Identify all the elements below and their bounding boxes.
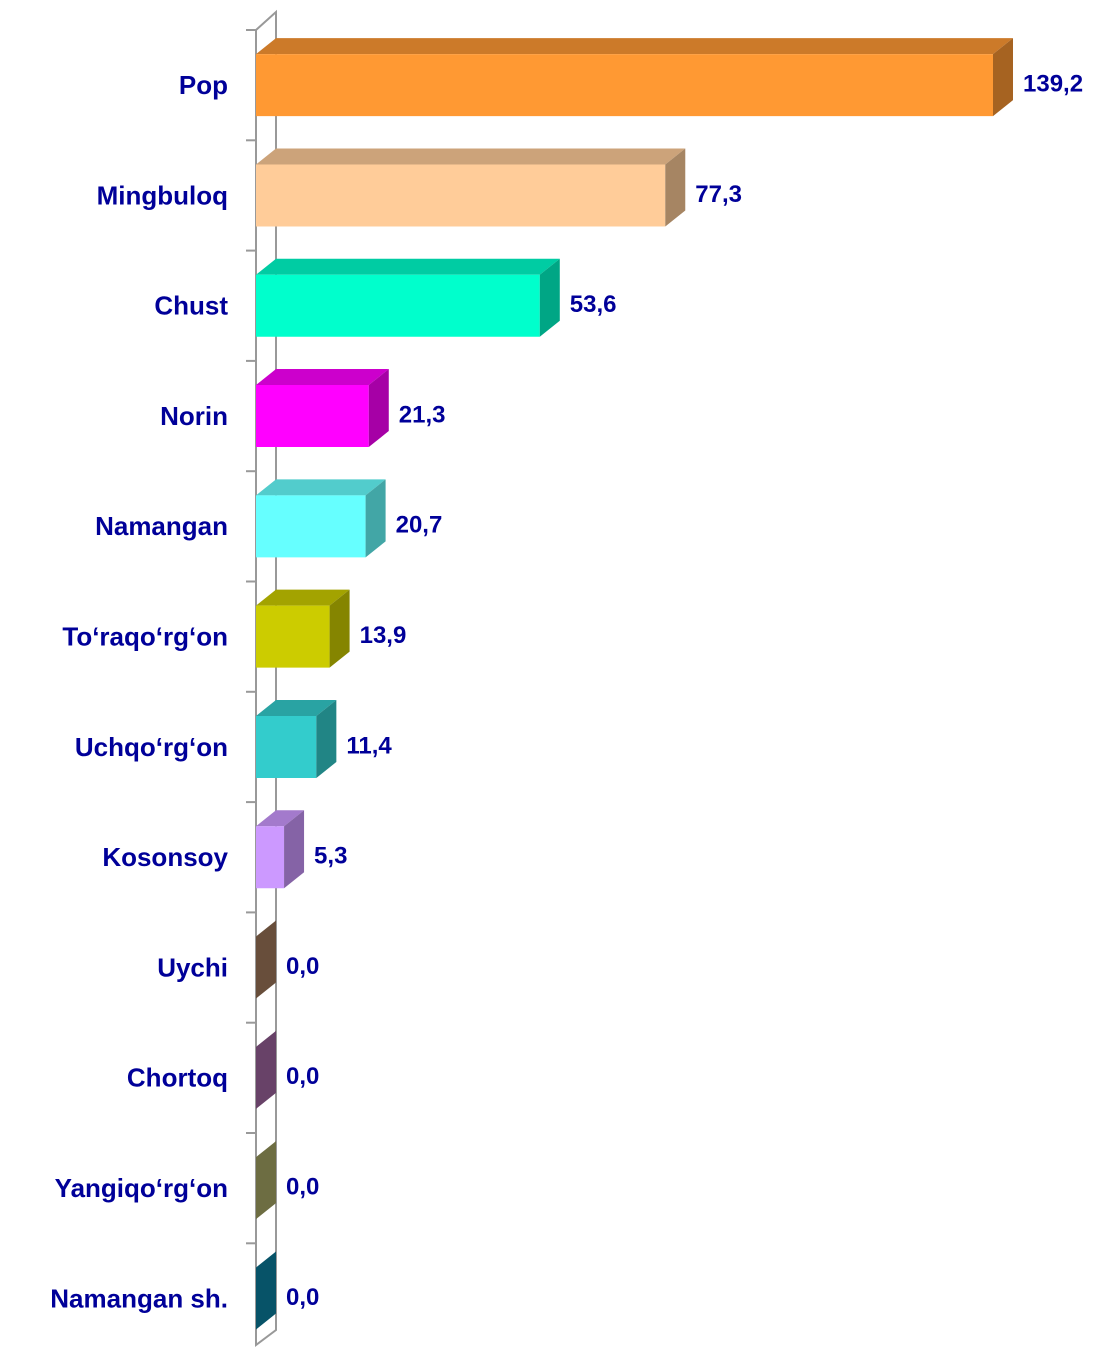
bar-front <box>256 495 366 558</box>
category-label: Namangan sh. <box>50 1283 228 1313</box>
bar-front <box>256 385 369 448</box>
bar-side <box>665 148 686 227</box>
bar-side <box>993 38 1013 117</box>
bar-side <box>368 369 389 448</box>
bar-front <box>256 274 540 337</box>
category-label: Norin <box>160 401 228 431</box>
bar-side <box>256 1030 276 1109</box>
bar <box>256 699 337 778</box>
bar-top <box>256 148 686 165</box>
bar-front <box>256 826 285 889</box>
bar-top <box>256 810 305 827</box>
category-label: Namangan <box>95 511 228 541</box>
value-label: 0,0 <box>286 953 319 980</box>
value-label: 139,2 <box>1023 70 1083 97</box>
value-label: 53,6 <box>570 291 617 318</box>
bar-front <box>256 54 993 117</box>
bar <box>256 479 386 558</box>
bar <box>256 38 1013 117</box>
category-label: Mingbuloq <box>97 180 228 210</box>
bar-side <box>256 1251 276 1330</box>
value-label: 21,3 <box>399 401 446 428</box>
value-label: 13,9 <box>360 622 407 649</box>
category-label: To‘raqo‘rg‘on <box>62 622 228 652</box>
bar <box>256 369 389 448</box>
bar <box>256 1141 276 1220</box>
bar-side <box>284 810 305 889</box>
value-label: 0,0 <box>286 1284 319 1311</box>
bar <box>256 920 276 999</box>
bar-front <box>256 715 317 778</box>
category-label: Pop <box>179 70 228 100</box>
value-label: 5,3 <box>314 843 347 870</box>
bar-top <box>256 479 386 496</box>
category-label: Kosonsoy <box>102 842 228 872</box>
bar-top <box>256 589 350 606</box>
bar <box>256 589 350 668</box>
value-label: 77,3 <box>695 181 742 208</box>
bar-side <box>329 589 350 668</box>
bar-front <box>256 605 330 668</box>
category-label: Chortoq <box>127 1063 228 1093</box>
axis-wall <box>255 9 277 1347</box>
bar <box>256 1030 276 1109</box>
category-label: Yangiqo‘rg‘on <box>55 1173 228 1203</box>
bar-side <box>539 258 560 337</box>
category-label: Uychi <box>157 952 228 982</box>
value-label: 11,4 <box>346 732 392 759</box>
bar-top <box>256 699 337 716</box>
value-label: 0,0 <box>286 1063 319 1090</box>
bar-top <box>256 258 560 275</box>
bar-top <box>256 38 1013 55</box>
bar <box>256 148 686 227</box>
bar-side <box>256 1141 276 1220</box>
value-label: 0,0 <box>286 1173 319 1200</box>
bar-side <box>316 699 337 778</box>
category-label: Uchqo‘rg‘on <box>75 732 228 762</box>
value-label: 20,7 <box>396 512 443 539</box>
bar <box>256 810 305 889</box>
category-label: Chust <box>154 291 228 321</box>
bar-side <box>256 920 276 999</box>
bar <box>256 1251 276 1330</box>
bar-front <box>256 164 666 227</box>
bar <box>256 258 560 337</box>
bar-side <box>365 479 386 558</box>
bar-top <box>256 369 389 386</box>
